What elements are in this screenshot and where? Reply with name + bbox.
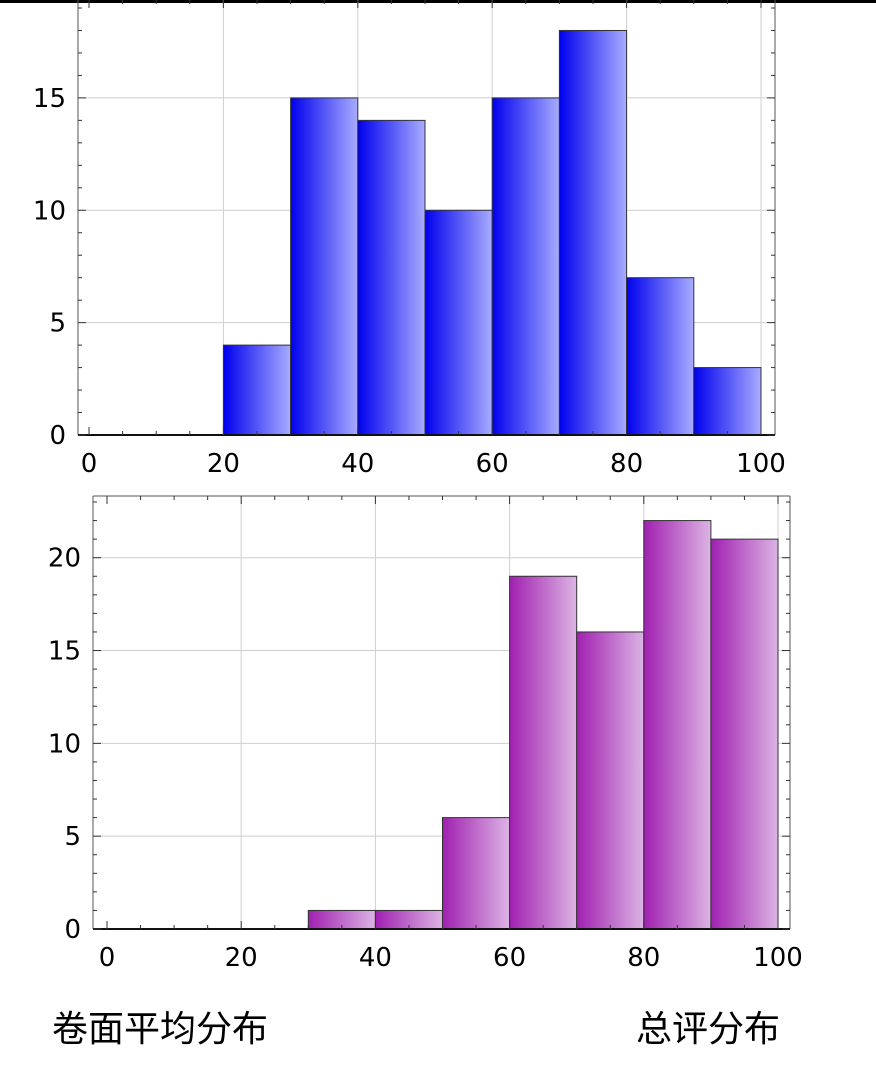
histogram-bar xyxy=(357,119,426,436)
x-tick-label: 60 xyxy=(493,943,526,973)
x-tick-label: 20 xyxy=(207,449,240,479)
histogram-bar xyxy=(558,29,628,436)
overall-grade-histogram: 0 20 40 60 80 100 0 5 10 15 20 xyxy=(48,495,803,973)
histogram-bar xyxy=(424,209,493,436)
histogram-bar xyxy=(643,520,712,930)
histogram-bar xyxy=(693,367,762,436)
x-tick-label: 0 xyxy=(81,449,98,479)
histogram-bar xyxy=(222,344,292,436)
histogram-bar xyxy=(442,817,511,930)
y-tick-label: 20 xyxy=(48,544,81,574)
histogram-bar xyxy=(626,277,695,436)
y-tick-label: 15 xyxy=(33,84,66,114)
x-tick-label: 80 xyxy=(627,943,660,973)
caption-exam-average-distribution: 卷面平均分布 xyxy=(52,1009,269,1050)
y-tick-label: 10 xyxy=(33,196,66,226)
x-tick-label: 40 xyxy=(341,449,374,479)
exam-average-histogram: 0 20 40 60 80 100 0 5 10 15 xyxy=(33,0,786,479)
histogram-bar xyxy=(576,631,645,930)
x-tick-label: 100 xyxy=(753,943,803,973)
x-tick-label: 80 xyxy=(610,449,643,479)
top-rule xyxy=(0,0,876,3)
x-tick-label: 0 xyxy=(99,943,116,973)
y-tick-label: 5 xyxy=(49,309,66,339)
histogram-bar xyxy=(491,97,560,436)
x-tick-label: 60 xyxy=(476,449,509,479)
x-tick-label: 20 xyxy=(225,943,258,973)
caption-overall-distribution: 总评分布 xyxy=(636,1009,781,1050)
x-tick-label: 40 xyxy=(359,943,392,973)
y-tick-label: 10 xyxy=(48,729,81,759)
y-tick-label: 15 xyxy=(48,637,81,667)
histogram-bar xyxy=(290,97,359,436)
x-tick-label: 100 xyxy=(736,449,786,479)
histogram-bar xyxy=(710,538,779,930)
y-tick-label: 0 xyxy=(49,421,66,451)
histogram-bar xyxy=(509,575,578,930)
y-tick-label: 5 xyxy=(64,822,81,852)
y-tick-label: 0 xyxy=(64,915,81,945)
